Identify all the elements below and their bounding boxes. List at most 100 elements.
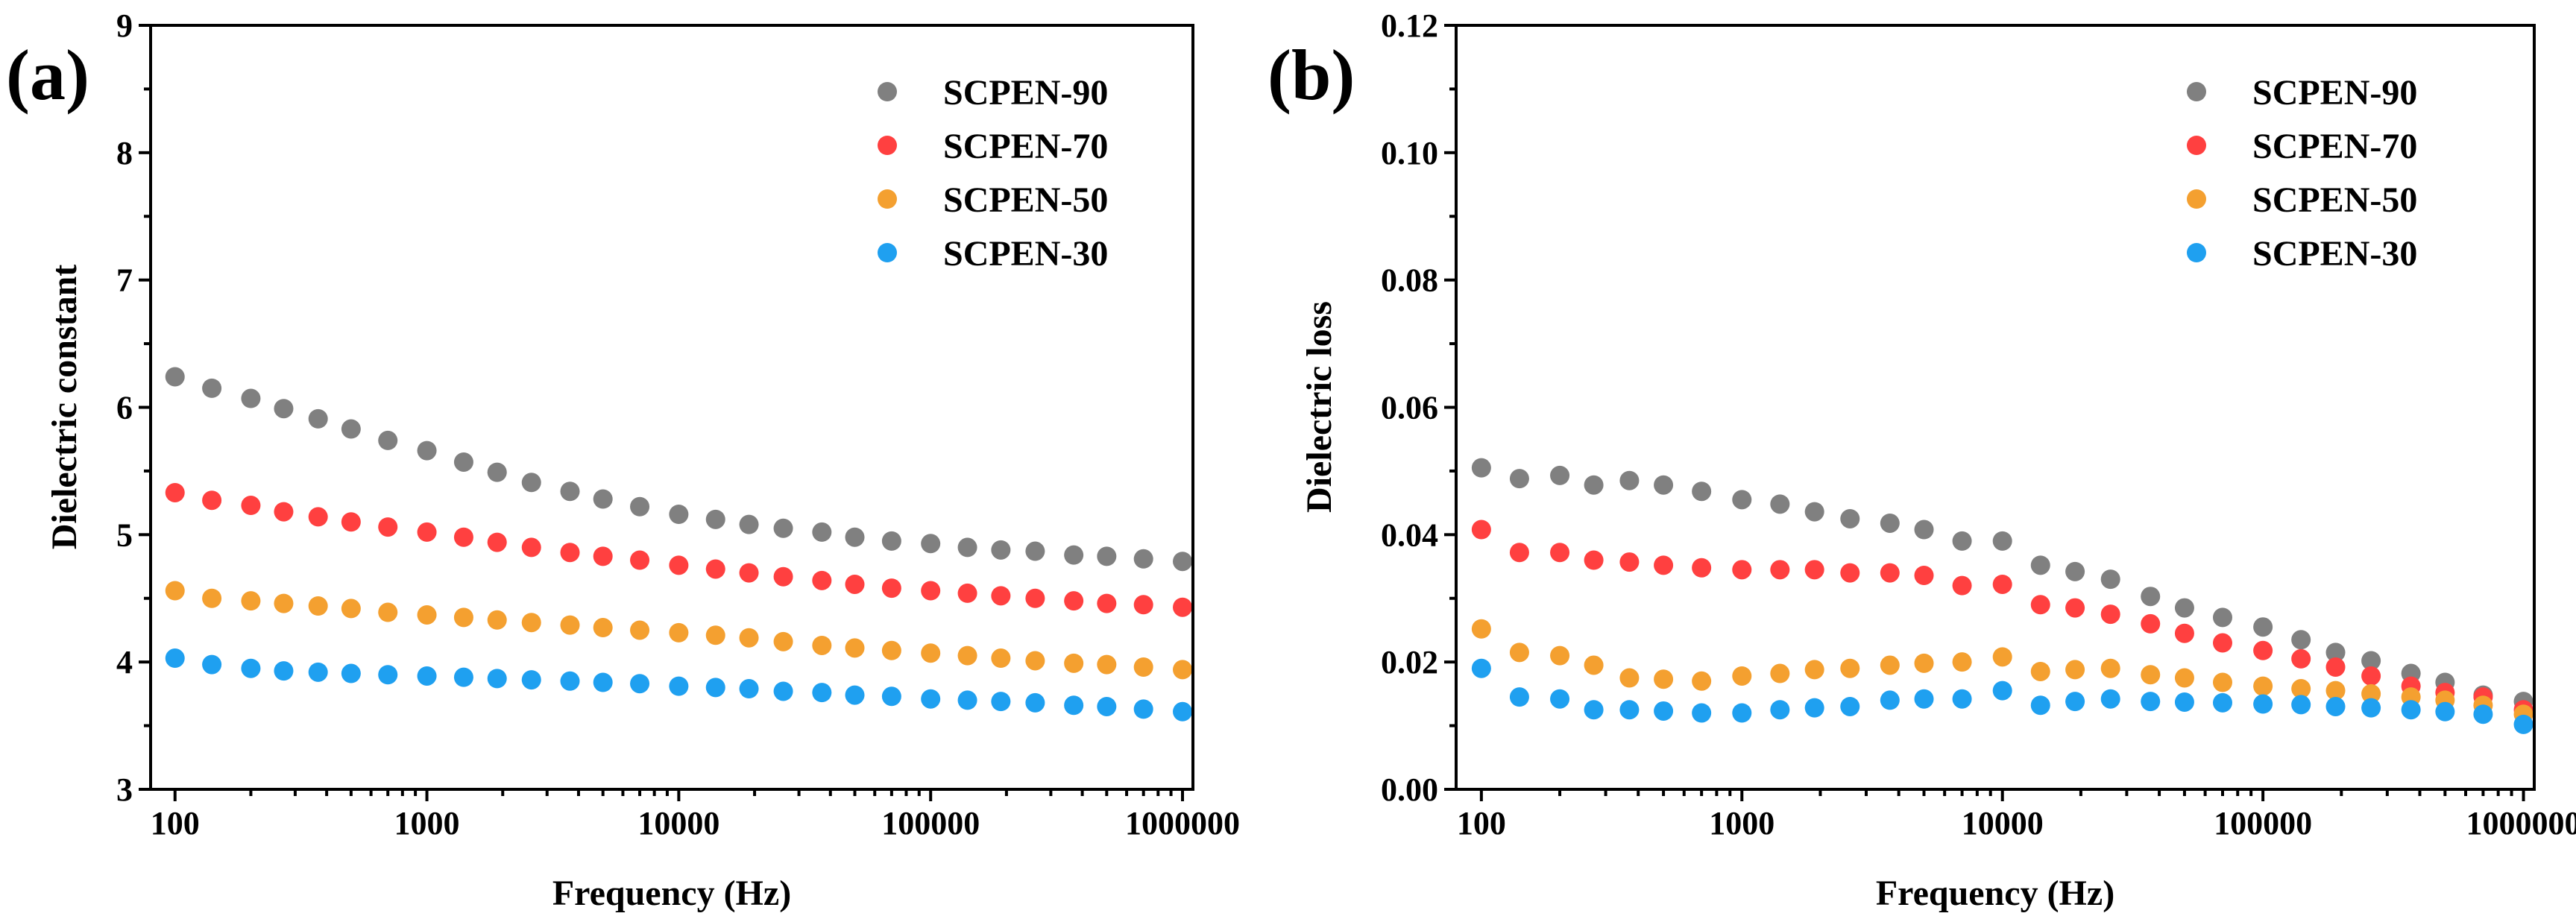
data-point-scpen-30 (1914, 689, 1934, 709)
data-point-scpen-30 (630, 674, 650, 694)
data-point-scpen-50 (1880, 655, 1900, 675)
data-point-scpen-50 (773, 631, 793, 651)
y-tick-label-a: 8 (116, 135, 133, 171)
y-tick-label-b: 0.06 (1381, 390, 1438, 426)
data-point-scpen-90 (705, 509, 725, 529)
data-point-scpen-90 (1654, 475, 1674, 495)
x-axis-title-a: Frequency (Hz) (552, 874, 791, 913)
data-point-scpen-90 (1173, 552, 1193, 572)
data-point-scpen-30 (1952, 689, 1972, 709)
data-point-scpen-50 (812, 635, 832, 655)
data-point-scpen-30 (521, 670, 541, 690)
x-tick-label-b: 100 (1457, 805, 1506, 842)
data-point-scpen-50 (202, 588, 222, 608)
data-point-scpen-70 (739, 563, 759, 583)
data-point-scpen-90 (1133, 549, 1153, 569)
data-point-scpen-70 (341, 512, 361, 532)
data-point-scpen-90 (1914, 520, 1934, 540)
data-point-scpen-90 (2253, 617, 2273, 637)
data-point-scpen-90 (2065, 561, 2085, 581)
data-point-scpen-90 (921, 534, 941, 554)
data-point-scpen-90 (739, 514, 759, 534)
data-point-scpen-90 (1584, 475, 1604, 495)
data-point-scpen-30 (705, 678, 725, 698)
data-point-scpen-90 (1550, 465, 1570, 485)
legend-marker-scpen-50 (2187, 189, 2206, 209)
data-point-scpen-90 (2030, 555, 2050, 575)
data-point-scpen-70 (1064, 591, 1084, 611)
data-point-scpen-50 (1840, 658, 1860, 678)
data-point-scpen-70 (1471, 520, 1491, 540)
data-point-scpen-50 (1133, 657, 1153, 677)
data-point-scpen-50 (1550, 645, 1570, 666)
data-point-scpen-70 (1550, 543, 1570, 563)
legend-marker-scpen-50 (878, 189, 897, 209)
legend-label-scpen-50: SCPEN-50 (943, 180, 1108, 220)
data-point-scpen-50 (453, 607, 473, 628)
data-point-scpen-30 (1692, 703, 1712, 723)
data-point-scpen-30 (417, 666, 437, 686)
data-point-scpen-50 (2325, 681, 2346, 701)
data-point-scpen-30 (2212, 692, 2232, 713)
data-point-scpen-50 (1173, 660, 1193, 680)
data-point-scpen-70 (2253, 640, 2273, 660)
data-point-scpen-70 (1914, 566, 1934, 585)
data-point-scpen-70 (2361, 666, 2381, 686)
data-point-scpen-70 (560, 543, 580, 563)
data-point-scpen-30 (1097, 696, 1117, 716)
data-point-scpen-90 (1471, 458, 1491, 478)
data-point-scpen-90 (1064, 545, 1084, 565)
data-point-scpen-70 (1654, 555, 1674, 575)
data-point-scpen-30 (2291, 695, 2311, 715)
chart-panel-b: (b) Frequency (Hz) Dielectric loss 100 10… (1267, 7, 2576, 913)
data-point-scpen-90 (274, 399, 294, 419)
y-axis-title-b: Dielectric loss (1300, 301, 1339, 513)
data-point-scpen-70 (1025, 588, 1045, 608)
panel-label-a: (a) (6, 35, 89, 115)
data-point-scpen-50 (560, 615, 580, 635)
data-point-scpen-90 (593, 489, 613, 509)
data-point-scpen-70 (2325, 657, 2346, 677)
data-point-scpen-70 (921, 581, 941, 601)
data-point-scpen-70 (1992, 574, 2012, 594)
x-tick-label-b: 1000000 (2466, 805, 2576, 842)
data-point-scpen-50 (241, 591, 261, 611)
data-point-scpen-70 (241, 496, 261, 516)
data-point-scpen-30 (739, 679, 759, 699)
data-point-scpen-90 (378, 430, 398, 450)
data-point-scpen-90 (165, 367, 185, 387)
data-point-scpen-30 (2513, 714, 2534, 734)
data-point-scpen-70 (2030, 595, 2050, 615)
data-point-scpen-50 (378, 602, 398, 622)
data-point-scpen-50 (341, 599, 361, 619)
data-point-scpen-90 (845, 527, 865, 547)
data-point-scpen-30 (378, 665, 398, 685)
data-point-scpen-70 (165, 482, 185, 502)
data-point-scpen-70 (593, 546, 613, 566)
data-point-scpen-50 (2253, 676, 2273, 696)
data-point-scpen-70 (1133, 595, 1153, 615)
data-point-scpen-90 (2291, 630, 2311, 650)
data-point-scpen-90 (1770, 494, 1790, 514)
data-point-scpen-50 (487, 610, 507, 630)
data-point-scpen-50 (2030, 661, 2050, 681)
data-point-scpen-90 (669, 505, 689, 524)
data-point-scpen-70 (453, 527, 473, 547)
data-point-scpen-90 (417, 441, 437, 461)
data-point-scpen-50 (1952, 652, 1972, 672)
data-point-scpen-50 (2065, 660, 2085, 680)
data-point-scpen-50 (165, 581, 185, 601)
data-point-scpen-50 (521, 613, 541, 633)
data-point-scpen-70 (2212, 633, 2232, 653)
data-point-scpen-50 (1584, 655, 1604, 675)
legend-label-scpen-90: SCPEN-90 (943, 73, 1108, 113)
data-point-scpen-70 (1770, 560, 1790, 580)
data-point-scpen-30 (2325, 696, 2346, 716)
data-point-scpen-50 (991, 648, 1011, 669)
data-point-scpen-70 (1732, 560, 1752, 580)
data-point-scpen-70 (202, 490, 222, 511)
data-point-scpen-90 (487, 462, 507, 482)
data-point-scpen-90 (241, 388, 261, 408)
legend-marker-scpen-30 (878, 243, 897, 262)
